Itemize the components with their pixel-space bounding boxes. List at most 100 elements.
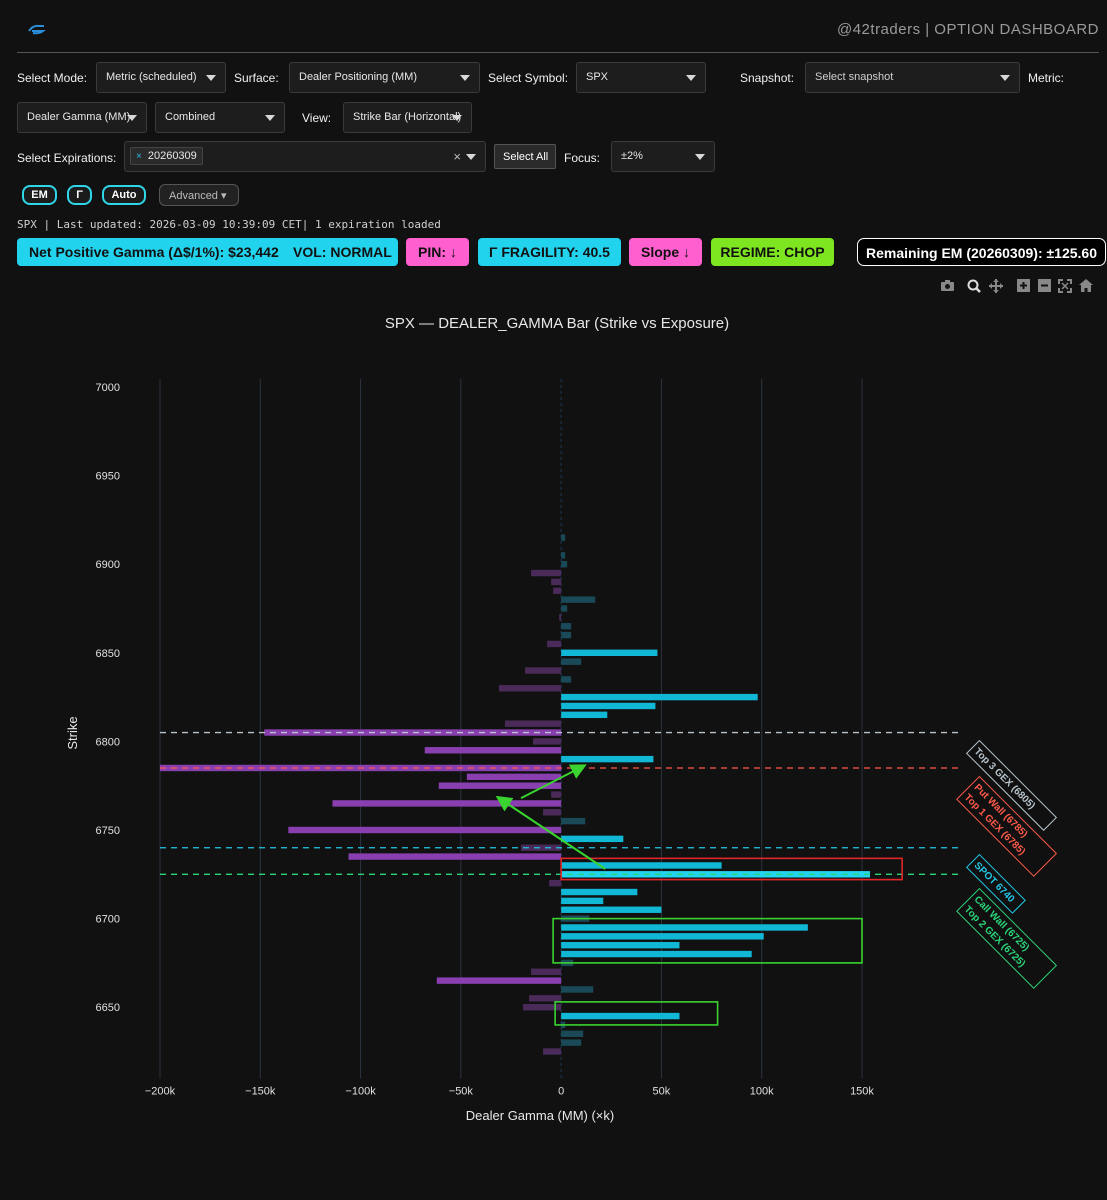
bar-6680 [561,950,752,958]
surface-select[interactable]: Dealer Positioning (MM) [289,62,480,93]
bar-6695 [561,924,808,931]
ref-label-box [965,739,1058,831]
camera-icon[interactable] [940,279,955,295]
bar-6690 [561,933,764,940]
chevron-down-icon [452,115,462,121]
bar-6720 [549,879,562,887]
bar-6730 [561,862,722,869]
view-select[interactable]: Strike Bar (Horizontal) [343,102,472,133]
bar-6880 [561,596,596,603]
home-icon[interactable] [1079,279,1093,295]
zoom-out-icon[interactable] [1038,279,1051,295]
surface-label: Surface: [234,71,279,85]
bar-6655 [529,995,562,1002]
bar-6670 [531,968,562,975]
bar-6825 [561,693,758,701]
x-axis-label: Dealer Gamma (MM) (×k) [466,1108,614,1123]
chart-annotations [495,764,903,1026]
zoom-in-icon[interactable] [1017,279,1030,295]
bar-6840 [525,667,562,674]
y-tick-label: 7000 [96,382,120,394]
net-gamma-text: Net Positive Gamma (Δ$/1%): $23,442 [29,244,279,260]
y-tick-label: 6850 [96,648,120,660]
x-tick-label: 150k [850,1085,874,1097]
bar-6870 [559,614,562,621]
bar-6885 [553,587,562,594]
expiration-chip[interactable]: × 20260309 [130,147,203,165]
chevron-down-icon [460,75,470,81]
bar-6715 [561,888,638,896]
toggle-em-button[interactable]: EM [22,185,57,205]
view-label: View: [302,111,332,125]
bar-6865 [561,623,572,630]
bar-6710 [561,897,604,905]
bar-6820 [561,702,656,710]
bar-6750 [288,826,562,834]
top-bar: @42traders | OPTION DASHBOARD [17,16,1099,53]
chip-remove-icon[interactable]: × [136,151,142,162]
mode-select[interactable]: Metric (scheduled) [96,62,226,93]
status-line: SPX | Last updated: 2026-03-09 10:39:09 … [17,218,441,231]
bar-6745 [561,835,624,843]
pan-icon[interactable] [989,279,1003,296]
regime-badge: REGIME: CHOP [711,238,834,266]
brand-title: @42traders | OPTION DASHBOARD [836,21,1099,38]
bar-6835 [561,676,572,683]
autoscale-icon[interactable] [1058,279,1072,296]
select-all-button[interactable]: Select All [494,144,556,169]
expirations-label: Select Expirations: [17,151,117,165]
bar-6770 [551,791,562,798]
mode-select-value: Metric (scheduled) [106,71,197,83]
chevron-down-icon [1000,75,1010,81]
metric-select[interactable]: Dealer Gamma (MM) [17,102,147,133]
symbol-select[interactable]: SPX [576,62,706,93]
advanced-button[interactable]: Advanced ▾ [159,184,239,206]
bar-6810 [504,720,562,727]
chart-grid [159,379,863,1079]
metric-select-value: Dealer Gamma (MM) [27,111,131,123]
bar-6855 [547,640,562,648]
bar-6905 [561,552,566,559]
annotation-arrow [495,795,606,870]
snapshot-label: Snapshot: [740,71,795,85]
slope-badge: Slope ↓ [629,238,702,266]
bar-6895 [531,569,562,577]
bar-6805 [264,729,562,736]
view-select-value: Strike Bar (Horizontal) [353,111,462,123]
net-gamma-badge: Net Positive Gamma (Δ$/1%): $23,442 VOL:… [17,238,398,266]
green-highlight-box [552,917,863,964]
x-tick-label: 0 [558,1085,564,1097]
expirations-multiselect[interactable]: × 20260309 × [124,141,486,172]
bar-6845 [561,658,582,665]
focus-select-value: ±2% [621,150,643,162]
gamma-bar-chart[interactable]: SPX — DEALER_GAMMA Bar (Strike vs Exposu… [0,300,1107,1130]
x-tick-label: −50k [449,1085,474,1097]
bar-6645 [561,1012,680,1020]
chart-axes: −200k −150k −100k −50k 0 50k 100k 150k 6650 6700 6… [96,382,875,1097]
bar-6765 [332,800,562,807]
ref-label-box [965,853,1026,914]
x-tick-label: −100k [345,1085,376,1097]
y-tick-label: 6950 [96,471,120,483]
clear-icon[interactable]: × [453,149,461,164]
chevron-down-icon [686,75,696,81]
bar-6915 [561,534,566,541]
toggle-auto-button[interactable]: Auto [102,185,146,205]
red-highlight-box [560,857,903,881]
snapshot-select[interactable]: Select snapshot [805,62,1020,93]
x-tick-label: 50k [653,1085,671,1097]
pin-badge: PIN: ↓ [406,238,469,266]
chevron-down-icon [127,115,137,121]
fragility-badge: Γ FRAGILITY: 40.5 [478,238,621,266]
y-tick-label: 6650 [96,1002,120,1014]
bar-6830 [498,685,562,692]
chevron-down-icon [695,154,705,160]
toggle-gamma-button[interactable]: Γ [67,185,92,205]
zoom-icon[interactable] [967,279,981,296]
y-tick-label: 6900 [96,559,120,571]
combine-select[interactable]: Combined [155,102,285,133]
combine-select-value: Combined [165,111,216,123]
bar-6900 [561,561,568,568]
focus-select[interactable]: ±2% [611,141,715,172]
remaining-em-badge: Remaining EM (20260309): ±125.60 [857,238,1106,266]
